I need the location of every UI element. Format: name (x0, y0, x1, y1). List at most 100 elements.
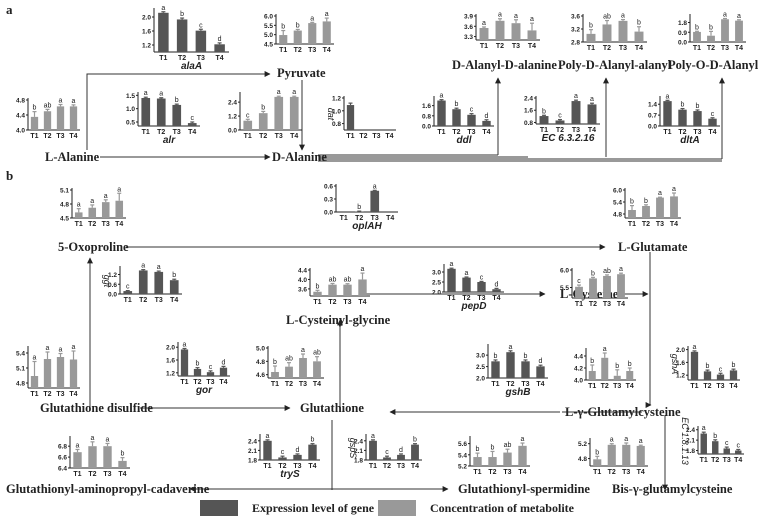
bar (293, 30, 302, 44)
bar (193, 368, 202, 376)
chart-gshA: 1.2 1.6 2.0 a T1 b T2 c T3 b T4 gshA (670, 344, 740, 390)
svg-text:b: b (696, 103, 700, 110)
bar (622, 444, 631, 466)
bar (123, 291, 133, 294)
bar (707, 35, 715, 42)
svg-text:0.0: 0.0 (228, 128, 237, 135)
svg-text:5.0: 5.0 (264, 32, 273, 39)
svg-text:1.8: 1.8 (354, 458, 363, 465)
svg-text:a: a (482, 20, 486, 27)
svg-text:T4: T4 (216, 55, 224, 62)
svg-text:T4: T4 (626, 383, 634, 390)
svg-text:4.8: 4.8 (256, 359, 265, 366)
svg-text:T3: T3 (716, 383, 724, 390)
svg-text:5.5: 5.5 (560, 285, 569, 292)
svg-text:6.6: 6.6 (58, 455, 67, 462)
bar (618, 20, 628, 42)
svg-text:T2: T2 (556, 127, 564, 134)
svg-text:b: b (695, 24, 699, 31)
svg-text:T3: T3 (102, 221, 110, 228)
svg-text:T1: T1 (279, 47, 287, 54)
svg-text:T1: T1 (447, 295, 455, 302)
svg-text:T1: T1 (346, 133, 354, 140)
chart-oxoproline: 4.5 4.8 5.1 a T1 a T2 a T3 a T4 (60, 186, 126, 228)
svg-text:c: c (577, 278, 581, 285)
svg-text:1.8: 1.8 (686, 448, 695, 455)
svg-text:T3: T3 (197, 55, 205, 62)
svg-text:d: d (485, 113, 489, 120)
svg-text:2.0: 2.0 (142, 15, 151, 22)
svg-text:5.2: 5.2 (458, 464, 467, 471)
svg-text:T2: T2 (355, 215, 363, 222)
bar (575, 286, 583, 298)
svg-text:b: b (175, 97, 179, 104)
svg-text:T3: T3 (103, 471, 111, 478)
svg-text:5.0: 5.0 (256, 346, 265, 353)
svg-text:T3: T3 (397, 463, 405, 470)
svg-text:b: b (296, 22, 300, 29)
bar (607, 444, 616, 466)
bar (30, 116, 39, 130)
svg-text:T4: T4 (536, 381, 544, 388)
svg-text:T4: T4 (670, 221, 678, 228)
svg-text:0.0: 0.0 (648, 124, 657, 131)
svg-text:T2: T2 (359, 133, 367, 140)
svg-text:T4: T4 (729, 383, 737, 390)
svg-text:T3: T3 (299, 381, 307, 388)
svg-text:T1: T1 (263, 463, 271, 470)
svg-text:T3: T3 (206, 379, 214, 386)
bar (617, 274, 625, 298)
svg-text:d: d (222, 359, 226, 366)
bar (479, 28, 489, 40)
svg-text:T2: T2 (178, 55, 186, 62)
bar (663, 101, 672, 126)
svg-text:ddl: ddl (457, 135, 472, 146)
bar (613, 375, 621, 380)
svg-text:c: c (711, 111, 715, 118)
svg-text:a: a (619, 266, 623, 273)
bar (187, 123, 197, 126)
svg-text:1.6: 1.6 (166, 358, 175, 365)
svg-text:0.0: 0.0 (108, 292, 117, 299)
svg-text:a: a (723, 11, 727, 18)
svg-text:d: d (218, 36, 222, 43)
bar (503, 452, 512, 466)
svg-text:5.1: 5.1 (16, 366, 25, 373)
svg-text:T3: T3 (308, 47, 316, 54)
svg-text:3.2: 3.2 (571, 27, 580, 34)
bar (397, 454, 405, 460)
panel-label-a: a (6, 2, 13, 17)
svg-text:T2: T2 (601, 383, 609, 390)
bar (588, 371, 596, 380)
svg-text:b: b (273, 359, 277, 366)
svg-text:a: a (498, 12, 502, 19)
svg-text:0.8: 0.8 (422, 113, 431, 120)
svg-text:1.6: 1.6 (524, 108, 533, 115)
bar (690, 351, 699, 380)
svg-text:1.6: 1.6 (142, 29, 151, 36)
bar (43, 111, 52, 130)
svg-text:T3: T3 (723, 457, 731, 464)
svg-text:a: a (183, 341, 187, 348)
svg-text:c: c (470, 107, 474, 114)
bar (56, 357, 65, 388)
svg-text:T2: T2 (278, 463, 286, 470)
bar (176, 19, 188, 52)
metabolite-label-glutathionyl-aminopropyl-cadaverine: Glutathionyl-aminopropyl-cadaverine (6, 482, 210, 496)
svg-text:d: d (495, 281, 499, 288)
bar (586, 33, 596, 42)
svg-text:T3: T3 (56, 133, 64, 140)
svg-text:T3: T3 (343, 299, 351, 306)
svg-text:b: b (713, 433, 717, 440)
svg-text:T4: T4 (118, 471, 126, 478)
svg-text:a: a (514, 13, 518, 20)
bar (571, 101, 581, 124)
svg-text:1.5: 1.5 (126, 93, 135, 100)
svg-text:4.4: 4.4 (574, 354, 583, 361)
svg-text:T1: T1 (690, 383, 698, 390)
bar (602, 24, 612, 42)
bar (437, 100, 446, 126)
svg-text:T1: T1 (30, 391, 38, 398)
chart-glutathione: 4.6 4.8 5.0 b T1 ab T2 a T3 ab T4 (256, 346, 324, 388)
svg-text:T4: T4 (69, 133, 77, 140)
